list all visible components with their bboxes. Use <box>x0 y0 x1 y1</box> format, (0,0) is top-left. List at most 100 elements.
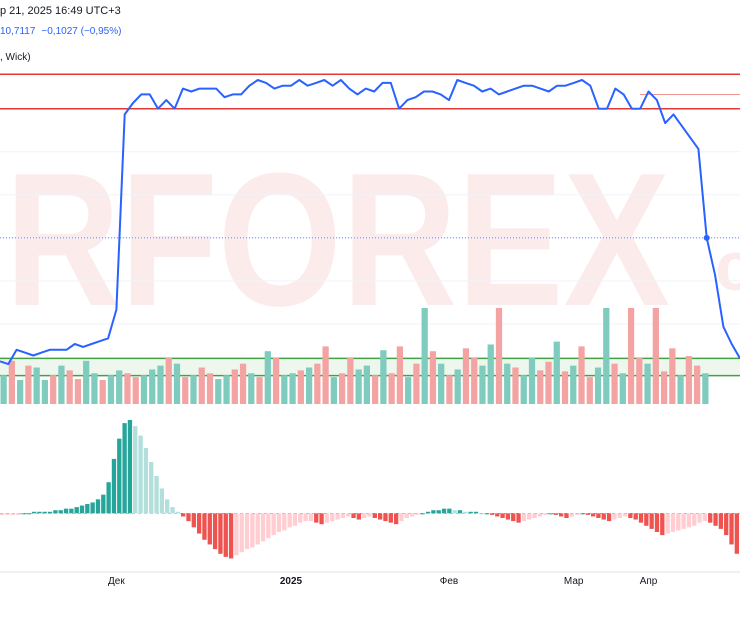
osc-bar <box>463 511 468 514</box>
osc-bar <box>521 513 527 522</box>
volume-bar <box>504 363 511 404</box>
osc-bar <box>681 513 686 529</box>
volume-bar <box>636 357 643 404</box>
osc-bar <box>718 513 724 529</box>
volume-bar <box>660 371 668 404</box>
osc-bar <box>101 494 106 514</box>
volume-bar <box>305 367 313 404</box>
osc-bar <box>489 513 495 515</box>
osc-bar <box>127 420 133 514</box>
osc-bar <box>212 513 218 550</box>
volume-bar <box>289 373 296 404</box>
osc-bar <box>532 513 537 518</box>
indicator-legend[interactable]: , Wick) <box>0 52 31 63</box>
volume-bar <box>429 351 437 404</box>
osc-bar <box>500 513 505 518</box>
osc-bar <box>617 513 622 518</box>
volume-histogram <box>0 308 709 404</box>
time-axis[interactable]: Дек 2025 Фев Мар Апр <box>0 571 740 587</box>
osc-bar <box>606 513 612 522</box>
osc-bar <box>21 513 26 515</box>
volume-bar <box>272 357 280 404</box>
osc-bar <box>303 513 308 522</box>
osc-bar <box>340 513 346 518</box>
osc-bar <box>367 513 372 517</box>
osc-bar <box>42 511 47 514</box>
osc-bar <box>537 513 543 517</box>
volume-bar <box>495 308 503 404</box>
last-price: 10,7117 <box>0 26 36 37</box>
volume-bar <box>578 346 585 404</box>
osc-bar <box>63 508 69 514</box>
osc-bar <box>95 499 101 514</box>
volume-bar <box>644 363 651 404</box>
time-tick-label: Мар <box>564 576 584 587</box>
osc-bar <box>574 513 580 515</box>
osc-bar <box>479 513 484 515</box>
volume-bar <box>215 379 222 404</box>
osc-bar <box>260 513 266 542</box>
osc-bar <box>250 513 255 548</box>
osc-bar <box>149 462 154 514</box>
osc-bar <box>580 513 585 515</box>
osc-bar <box>431 510 436 514</box>
osc-bar <box>79 505 85 514</box>
osc-bar <box>527 513 532 520</box>
osc-bar <box>713 513 718 526</box>
osc-bar <box>276 513 282 532</box>
volume-bar <box>41 380 49 404</box>
volume-bar <box>347 357 354 404</box>
osc-bar <box>511 513 516 522</box>
volume-bar <box>363 365 371 404</box>
osc-bar <box>362 513 367 518</box>
osc-bar <box>447 508 452 514</box>
volume-bar <box>545 361 552 404</box>
osc-bar <box>596 513 601 518</box>
osc-bar <box>697 513 702 523</box>
volume-bar <box>223 375 230 404</box>
osc-bar <box>505 513 511 520</box>
osc-bar <box>654 513 660 532</box>
osc-bar <box>441 508 447 514</box>
volume-bar <box>132 377 139 404</box>
osc-bar <box>319 513 324 525</box>
volume-bar <box>685 356 692 404</box>
osc-bar <box>58 510 63 514</box>
osc-bar <box>436 510 441 514</box>
price-series[interactable] <box>0 79 740 366</box>
volume-bar <box>520 375 527 404</box>
price-change: −0,1027 (−0,95%) <box>41 26 122 37</box>
volume-bar <box>586 377 593 404</box>
volume-bar <box>537 370 544 404</box>
volume-bar <box>570 365 577 404</box>
osc-bar <box>548 513 553 515</box>
osc-bar <box>372 513 377 518</box>
volume-bar <box>231 369 238 404</box>
volume-bar <box>462 348 470 404</box>
price-levels[interactable] <box>0 73 740 110</box>
volume-bar <box>99 380 106 404</box>
volume-bar <box>669 348 676 404</box>
osc-bar <box>90 502 95 514</box>
volume-bar <box>693 365 701 404</box>
volume-bar <box>438 363 445 404</box>
volume-bar <box>388 373 395 404</box>
volume-bar <box>107 375 115 404</box>
osc-bar <box>282 513 287 531</box>
osc-bar <box>308 513 314 522</box>
osc-bar <box>425 511 431 514</box>
time-tick-label: 2025 <box>280 576 303 587</box>
osc-bar <box>15 513 21 515</box>
volume-bar <box>190 375 197 404</box>
chart-date-time: р 21, 2025 16:49 UTC+3 <box>0 5 121 17</box>
osc-bar <box>484 513 489 515</box>
osc-bar <box>585 513 590 515</box>
osc-bar <box>69 508 74 514</box>
osc-bar <box>154 476 159 514</box>
time-tick-label: Дек <box>108 576 125 587</box>
osc-bar <box>202 513 207 540</box>
osc-bar <box>729 513 734 545</box>
osc-bar <box>644 513 649 526</box>
volume-bar <box>512 367 519 404</box>
